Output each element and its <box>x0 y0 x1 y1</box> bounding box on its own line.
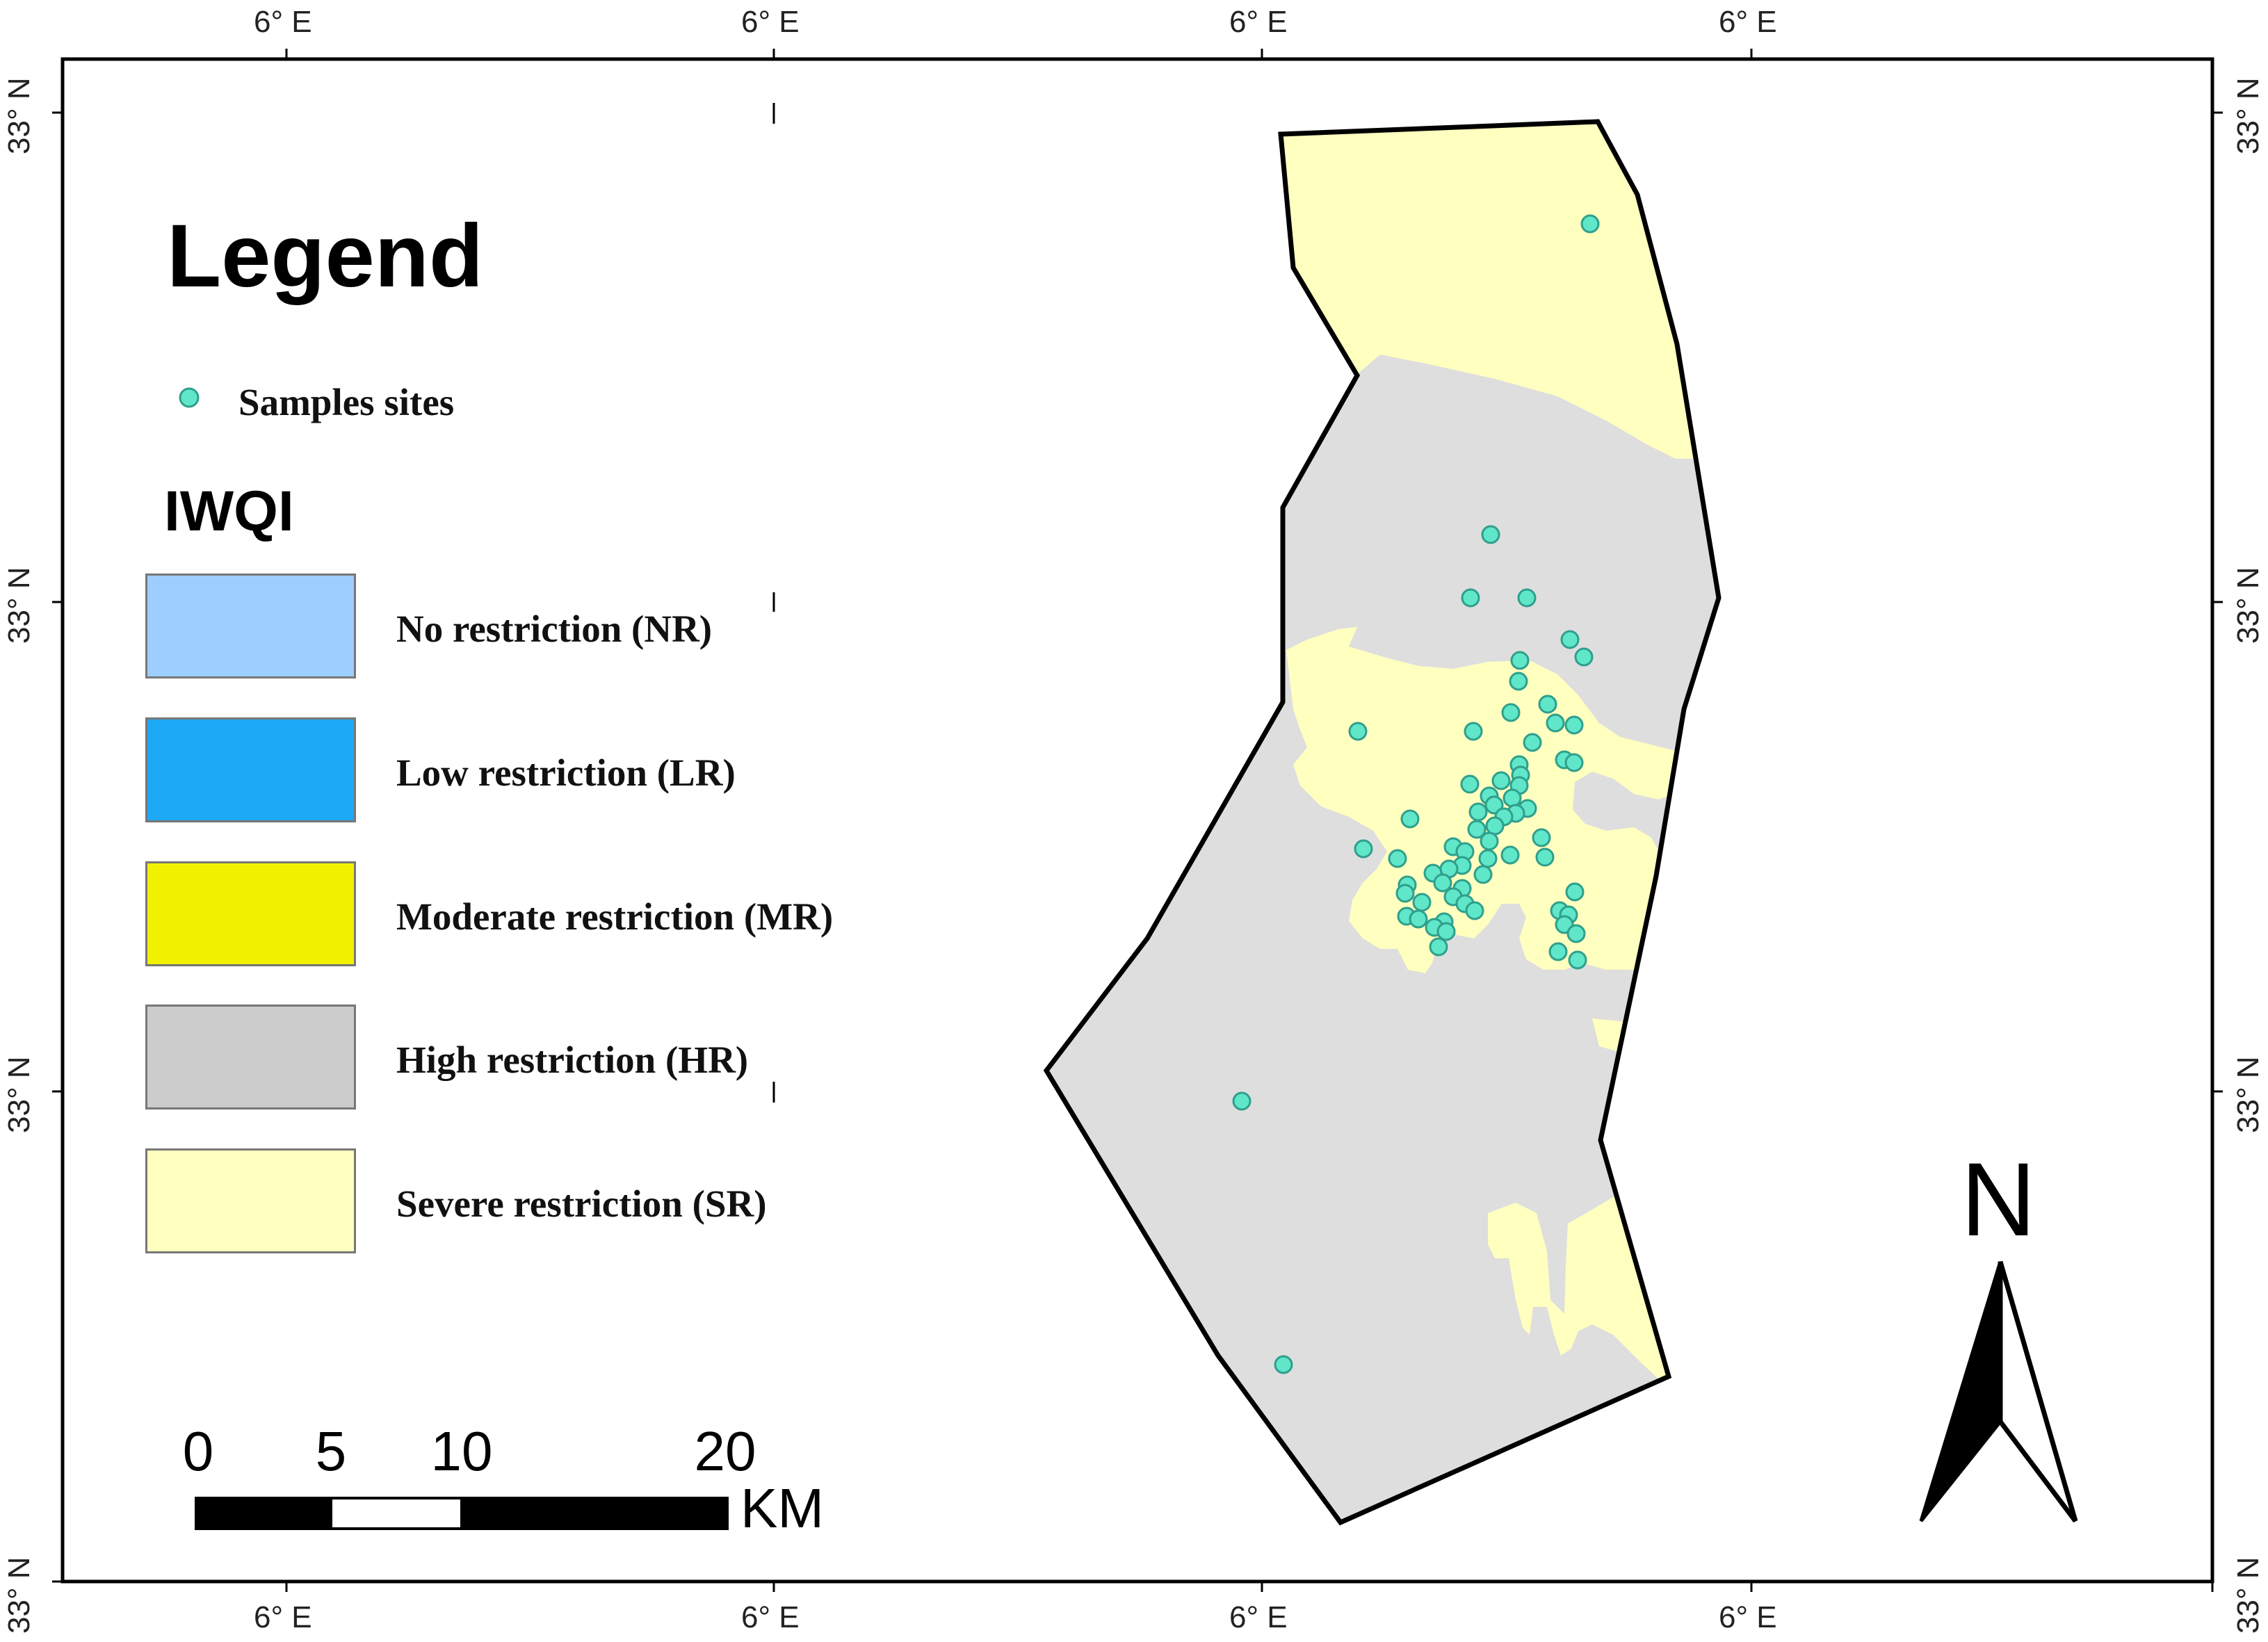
top-lon-label-4: 6° E <box>1719 5 1777 39</box>
label-high-restriction: High restriction (HR) <box>396 1039 749 1081</box>
sample-site-marker <box>1517 588 1537 608</box>
sample-site-marker <box>1433 873 1452 893</box>
study-area-boundary <box>1043 119 1722 1526</box>
label-severe-restriction: Severe restriction (SR) <box>396 1182 767 1225</box>
scale-tick-5: 5 <box>315 1420 347 1482</box>
scale-tick-20: 20 <box>694 1420 756 1482</box>
sample-site-marker <box>1548 942 1568 961</box>
scale-bar <box>195 1497 729 1530</box>
sample-site-marker <box>1564 753 1584 772</box>
sample-site-marker <box>1412 893 1432 912</box>
sample-site-marker <box>1409 909 1428 929</box>
sample-site-marker <box>1580 214 1600 234</box>
sample-site-marker <box>1465 901 1484 920</box>
scale-tick-10: 10 <box>430 1420 493 1482</box>
scale-segment-2 <box>330 1497 463 1530</box>
sample-site-marker <box>1574 647 1594 667</box>
sample-site-marker <box>1400 809 1420 829</box>
top-lon-label-3: 6° E <box>1229 5 1288 39</box>
sample-site-marker <box>1560 630 1580 649</box>
label-low-restriction: Low restriction (LR) <box>396 751 736 794</box>
sr-zone-north <box>1265 122 1696 459</box>
sample-site-marker <box>1232 1091 1252 1111</box>
right-lat-label-1: 33° N <box>2231 77 2265 154</box>
sample-site-marker <box>1388 849 1407 868</box>
sample-site-marker <box>1523 733 1542 752</box>
scale-segment-1 <box>195 1497 332 1530</box>
sample-site-marker <box>1500 845 1520 865</box>
sample-site-marker <box>1565 882 1585 902</box>
map-frame <box>60 57 2214 1584</box>
sample-site-marker <box>1502 788 1522 808</box>
sample-site-marker <box>1509 672 1528 691</box>
sample-site-marker <box>1460 774 1480 794</box>
left-lat-label-1: 33° N <box>2 77 36 154</box>
swatch-high-restriction <box>145 1005 356 1109</box>
top-lon-label-2: 6° E <box>741 5 800 39</box>
scale-tick-0: 0 <box>182 1420 214 1482</box>
left-lat-label-2: 33° N <box>2 567 36 644</box>
top-lon-label-1: 6° E <box>254 5 312 39</box>
right-lat-label-4: 33° N <box>2231 1556 2265 1634</box>
swatch-severe-restriction <box>145 1148 356 1253</box>
sample-site-marker <box>1467 820 1487 839</box>
swatch-moderate-restriction <box>145 861 356 966</box>
sample-site-marker <box>1464 722 1483 741</box>
sample-site-marker <box>1510 651 1530 670</box>
scale-unit-label: KM <box>740 1477 824 1539</box>
sample-site-marker <box>1568 950 1587 970</box>
swatch-no-restriction <box>145 574 356 678</box>
legend-samples-label: Samples sites <box>238 381 455 423</box>
sample-site-marker <box>1480 831 1499 851</box>
sample-site-marker <box>1461 588 1480 608</box>
bottom-lon-label-1: 6° E <box>254 1600 312 1634</box>
north-label: N <box>1961 1141 2036 1258</box>
sample-site-marker <box>1532 828 1551 847</box>
sample-site-marker <box>1354 839 1373 859</box>
sample-site-marker <box>1395 884 1415 903</box>
north-arrow-icon <box>1919 1261 2078 1523</box>
sample-sites <box>1232 214 1600 1374</box>
sample-site-marker <box>1501 703 1521 722</box>
legend-sample-marker <box>179 387 200 408</box>
legend-iwqi-title: IWQI <box>164 480 294 543</box>
sample-site-marker <box>1478 849 1498 868</box>
left-lat-label-4: 33° N <box>2 1556 36 1634</box>
right-lat-label-3: 33° N <box>2231 1056 2265 1133</box>
swatch-low-restriction <box>145 717 356 822</box>
label-moderate-restriction: Moderate restriction (MR) <box>396 895 834 938</box>
right-lat-label-2: 33° N <box>2231 567 2265 644</box>
sample-site-marker <box>1491 771 1511 790</box>
sample-site-marker <box>1564 715 1584 735</box>
sample-site-marker <box>1566 924 1586 943</box>
bottom-lon-label-3: 6° E <box>1229 1600 1288 1634</box>
sample-site-marker <box>1274 1355 1293 1374</box>
bottom-lon-label-4: 6° E <box>1719 1600 1777 1634</box>
sample-site-marker <box>1468 802 1488 822</box>
left-lat-label-3: 33° N <box>2 1056 36 1133</box>
sample-site-marker <box>1473 865 1493 884</box>
sample-site-marker <box>1481 525 1500 544</box>
bottom-lon-label-2: 6° E <box>741 1600 800 1634</box>
sample-site-marker <box>1546 713 1565 733</box>
sample-site-marker <box>1484 795 1504 815</box>
sample-site-marker <box>1535 847 1555 867</box>
sample-site-marker <box>1436 922 1456 941</box>
scale-segment-3 <box>460 1497 729 1530</box>
frame-ticks <box>52 49 2223 1592</box>
sample-site-marker <box>1485 816 1505 836</box>
legend-title: Legend <box>167 206 484 306</box>
label-no-restriction: No restriction (NR) <box>396 608 713 650</box>
sample-site-marker <box>1429 937 1448 957</box>
sample-site-marker <box>1348 722 1368 741</box>
sample-site-marker <box>1538 694 1557 714</box>
